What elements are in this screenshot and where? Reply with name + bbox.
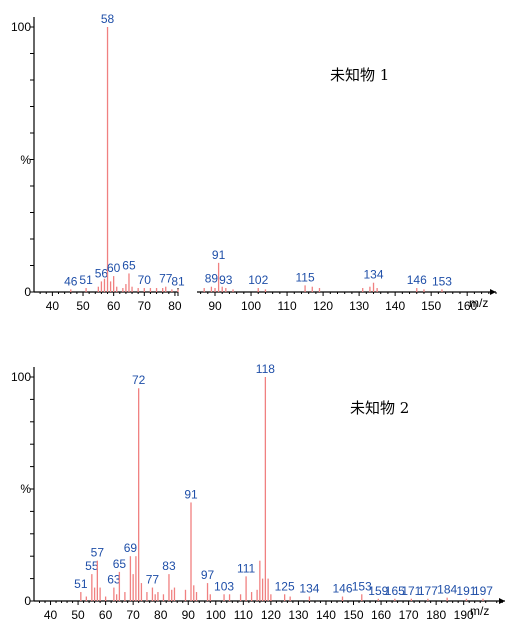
chart1-peak-label-60: 60: [107, 261, 121, 275]
chart1-peak-label-89: 89: [205, 272, 219, 286]
chart2-x-tick-label: 40: [44, 608, 58, 622]
chart2-x-tick-label: 190: [454, 608, 474, 622]
chart2-y-tick-label-top: 100: [11, 370, 31, 384]
chart2-x-tick-label: 80: [154, 608, 168, 622]
chart1-x-tick-label: 120: [313, 299, 333, 313]
chart1-x-tick-label: 100: [241, 299, 261, 313]
chart2-x-tick-label: 180: [426, 608, 446, 622]
chart1-x-tick-label: 60: [107, 299, 121, 313]
chart2-x-tick-label: 160: [371, 608, 391, 622]
chart1-x-tick-label: 130: [349, 299, 369, 313]
chart1-peak-label-81: 81: [171, 274, 185, 288]
chart2-peak-label-65: 65: [113, 557, 127, 571]
chart2-x-tick-label: 170: [399, 608, 419, 622]
chart2-peak-label-171: 171: [401, 584, 421, 598]
chart1-peak-label-56: 56: [95, 266, 109, 280]
chart2-peak-label-197: 197: [473, 584, 493, 598]
chart2-peak-label-177: 177: [418, 584, 438, 598]
chart1-x-axis-arrow: [490, 289, 496, 295]
chart1-peak-label-102: 102: [248, 273, 268, 287]
chart2-peak-label-153: 153: [352, 579, 372, 593]
chart1-x-tick-label: 80: [168, 299, 182, 313]
chart1-peak-label-70: 70: [138, 273, 152, 287]
chart2-peak-label-165: 165: [385, 584, 405, 598]
chart2-peak-label-69: 69: [124, 541, 138, 555]
chart2-peak-label-77: 77: [146, 573, 160, 587]
chart1-peak-label-93: 93: [219, 273, 233, 287]
chart1-peak-label-153: 153: [432, 274, 452, 288]
chart2-x-tick-label: 110: [234, 608, 253, 622]
chart1-peak-label-65: 65: [122, 258, 136, 272]
chart2-peak-label-103: 103: [214, 579, 234, 593]
chart2-x-axis-label: m/z: [470, 604, 489, 618]
chart2-peak-label-191: 191: [456, 584, 476, 598]
chart2-x-tick-label: 90: [182, 608, 196, 622]
chart1-peak-label-115: 115: [296, 270, 315, 284]
chart2-peak-label-72: 72: [132, 373, 146, 387]
chart2-peak-label-97: 97: [201, 568, 215, 582]
chart2-peak-label-57: 57: [91, 546, 105, 560]
chart2-x-tick-label: 60: [99, 608, 113, 622]
chart1-x-axis-label: m/z: [469, 296, 488, 310]
chart1-title: 未知物 1: [330, 66, 389, 84]
chart2-peak-label-125: 125: [275, 579, 295, 593]
chart1-peak-label-134: 134: [364, 268, 384, 282]
chart2-peak-label-55: 55: [85, 559, 99, 573]
chart1-y-tick-label-top: 100: [11, 20, 31, 34]
chart1-peak-label-51: 51: [79, 273, 93, 287]
chart2-peak-label-83: 83: [162, 559, 176, 573]
chart1-x-tick-label: 70: [138, 299, 152, 313]
chart2-peak-label-51: 51: [74, 577, 88, 591]
chart1-x-tick-label: 90: [208, 299, 222, 313]
chart2-peak-label-159: 159: [368, 584, 388, 598]
chart2-peak-label-146: 146: [332, 582, 352, 596]
chart2-peak-label-134: 134: [299, 582, 319, 596]
chart2-peak-label-118: 118: [256, 362, 275, 376]
chart1-x-tick-label: 40: [46, 299, 60, 313]
chart2-title: 未知物 2: [350, 399, 409, 417]
chart2-x-tick-label: 70: [126, 608, 140, 622]
chart2-peak-label-91: 91: [184, 487, 198, 501]
chart2-y-tick-label-bottom: 0: [24, 594, 31, 608]
chart2-peak-label-63: 63: [107, 573, 121, 587]
chart2-x-tick-label: 150: [343, 608, 363, 622]
chart1-x-tick-label: 150: [421, 299, 441, 313]
chart2-peak-label-184: 184: [437, 583, 457, 597]
chart2-peak-label-111: 111: [237, 561, 256, 575]
chart2-y-axis-label: %: [20, 482, 31, 496]
chart1-y-axis-label: %: [20, 153, 31, 167]
chart1-peak-label-146: 146: [407, 273, 427, 287]
chart2-x-tick-label: 130: [288, 608, 308, 622]
chart1-x-tick-label: 110: [277, 299, 296, 313]
chart1-peak-label-58: 58: [101, 12, 115, 26]
chart1-y-tick-label-bottom: 0: [24, 285, 31, 299]
chart1-x-tick-label: 50: [76, 299, 90, 313]
chart1-peak-label-91: 91: [212, 248, 226, 262]
chart2-x-tick-label: 120: [261, 608, 281, 622]
chart1-peak-label-46: 46: [64, 274, 78, 288]
chart2-x-tick-label: 140: [316, 608, 336, 622]
chart1-peak-label-77: 77: [159, 272, 173, 286]
chart2-x-tick-label: 100: [206, 608, 226, 622]
chart2-x-tick-label: 50: [71, 608, 85, 622]
chart1-x-tick-label: 140: [385, 299, 405, 313]
chart1-x-tick-label: 160: [457, 299, 477, 313]
